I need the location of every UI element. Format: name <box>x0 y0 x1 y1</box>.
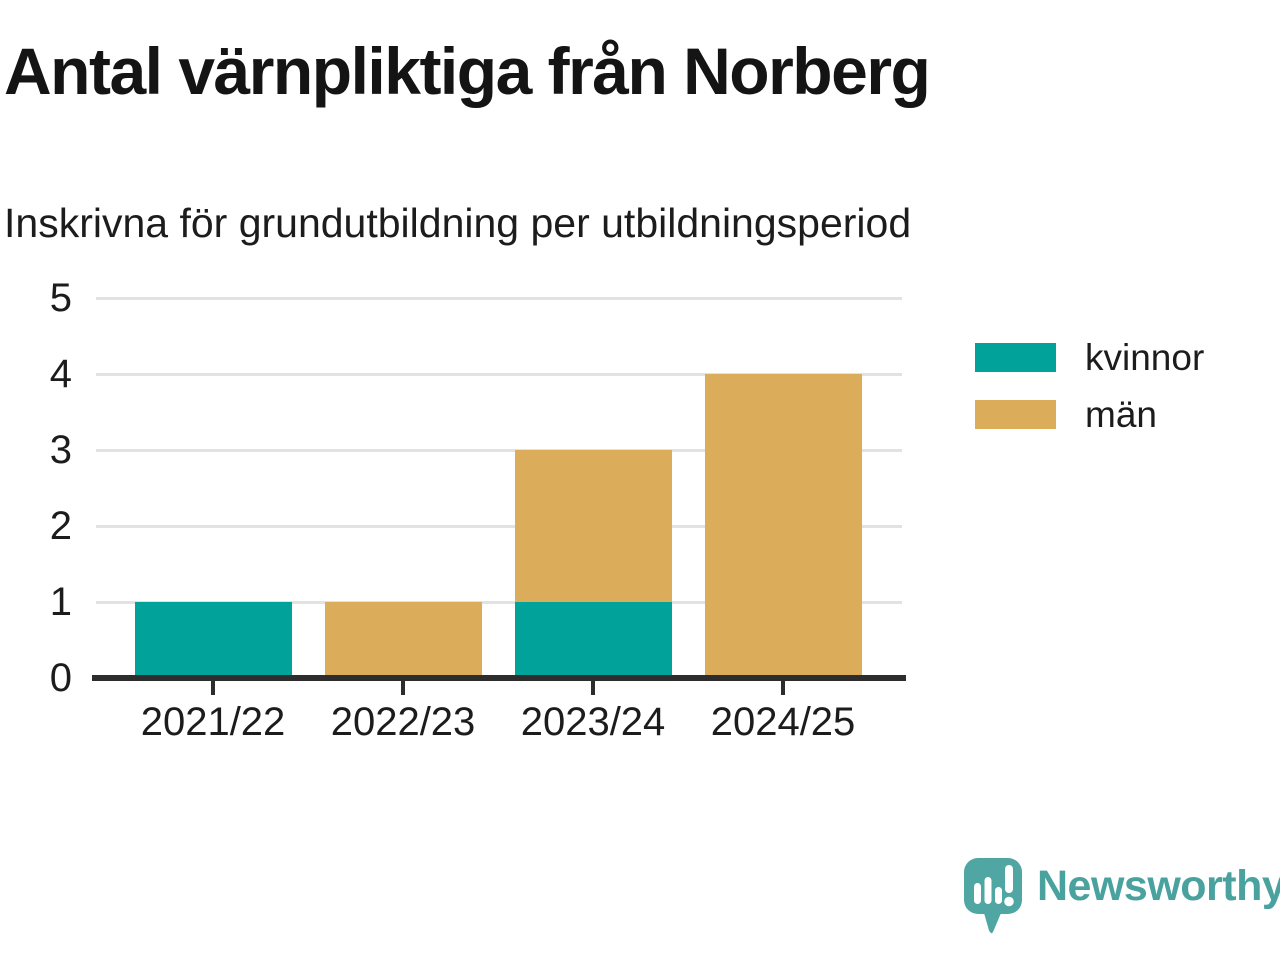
legend: kvinnor män <box>975 339 1204 433</box>
gridline-y3 <box>96 448 902 452</box>
x-tick <box>211 681 215 695</box>
x-tick-label: 2023/24 <box>520 700 666 744</box>
y-tick-label: 1 <box>49 580 72 624</box>
y-tick-label: 4 <box>49 352 72 396</box>
bar-2021-22-kvinnor <box>134 602 292 678</box>
y-tick-label: 2 <box>49 504 72 548</box>
newsworthy-wordmark: Newsworthy <box>1037 862 1280 910</box>
x-tick-label: 2021/22 <box>140 700 286 744</box>
legend-swatch-man <box>975 399 1056 429</box>
speech-bubble-bar-chart-icon <box>964 858 1022 934</box>
gridline-y1 <box>96 600 902 604</box>
y-tick-label: 3 <box>49 428 72 472</box>
chart-subtitle: Inskrivna för grundutbildning per utbild… <box>4 200 912 246</box>
gridline-y2 <box>96 524 902 528</box>
legend-item-man: män <box>975 396 1204 433</box>
x-tick <box>401 681 405 695</box>
bar-2022-23-män <box>324 602 482 678</box>
chart-title: Antal värnpliktiga från Norberg <box>4 34 931 108</box>
y-axis-labels: 0 1 2 3 4 5 <box>0 276 72 700</box>
x-tick <box>591 681 595 695</box>
legend-label-kvinnor: kvinnor <box>1085 336 1205 378</box>
bar-2023-24-kvinnor <box>514 602 672 678</box>
gridline-y4 <box>96 372 902 376</box>
legend-swatch-kvinnor <box>975 342 1056 372</box>
x-tick-label: 2022/23 <box>330 700 476 744</box>
y-tick-label: 0 <box>49 656 72 700</box>
legend-item-kvinnor: kvinnor <box>975 339 1204 376</box>
newsworthy-brand: Newsworthy <box>962 856 1280 936</box>
bar-chart-plot-area <box>96 296 902 678</box>
bar-2024-25-män <box>704 374 862 678</box>
x-tick <box>781 681 785 695</box>
bar-2023-24-män <box>514 450 672 602</box>
y-tick-label: 5 <box>49 276 72 320</box>
legend-label-man: män <box>1085 393 1157 435</box>
x-tick-label: 2024/25 <box>710 700 856 744</box>
gridline-y5 <box>96 296 902 300</box>
x-axis-line <box>92 675 906 681</box>
